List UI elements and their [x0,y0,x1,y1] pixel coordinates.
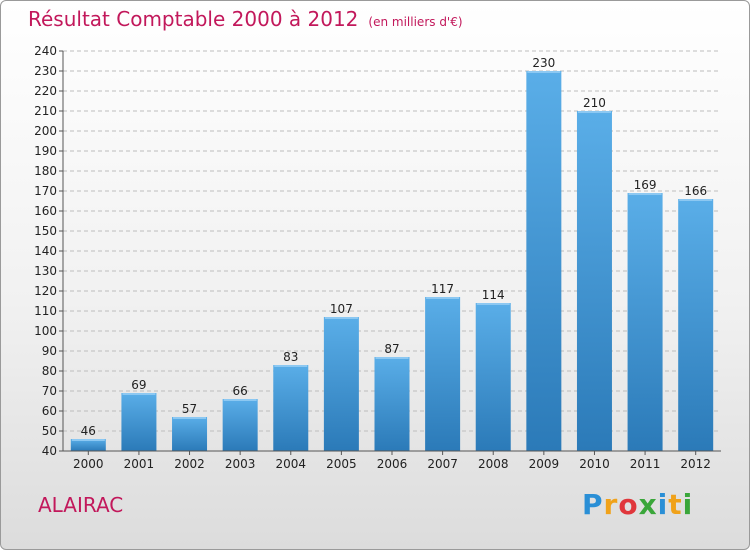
y-tick-label: 60 [42,404,57,418]
chart-title: Résultat Comptable 2000 à 2012 (en millie… [28,7,463,31]
bar [172,417,208,451]
x-tick-label: 2010 [579,457,610,471]
x-tick-label: 2012 [680,457,711,471]
data-label: 69 [131,378,146,392]
data-labels: 46 69 57 66 83 107 87 117 114 230 210 169 166 [81,56,707,438]
y-tick-label: 80 [42,364,57,378]
x-tick-label: 2001 [124,457,155,471]
bar [678,199,714,451]
bar [70,439,106,451]
y-tick-label: 210 [34,104,57,118]
y-tick-label: 70 [42,384,57,398]
y-tick-label: 110 [34,304,57,318]
y-tick-label: 50 [42,424,57,438]
data-label: 114 [482,288,505,302]
data-label: 57 [182,402,197,416]
x-tick-label: 2004 [275,457,306,471]
logo-letter: t [668,488,683,521]
y-tick-label: 230 [34,64,57,78]
data-label: 87 [384,342,399,356]
bar [425,297,461,451]
x-tick-label: 2002 [174,457,205,471]
x-tick-label: 2008 [478,457,509,471]
bar [475,303,511,451]
data-label: 210 [583,96,606,110]
y-tick-label: 40 [42,444,57,458]
data-label: 230 [532,56,555,70]
y-tick-label: 190 [34,144,57,158]
logo-letter: x [638,488,658,521]
x-tick-label: 2009 [529,457,560,471]
y-tick-label: 150 [34,224,57,238]
y-tick-label: 240 [34,44,57,58]
bar [374,357,410,451]
x-tick-label: 2011 [630,457,661,471]
logo-letter: P [582,488,604,521]
data-label: 169 [634,178,657,192]
y-tick-label: 170 [34,184,57,198]
proxiti-logo: Proxiti [582,488,693,521]
data-label: 117 [431,282,454,296]
logo-letter: o [618,488,639,521]
logo-letter: i [682,488,694,521]
chart-unit: (en milliers d'€) [368,15,463,29]
x-tick-label: 2003 [225,457,256,471]
y-tick-label: 140 [34,244,57,258]
bar [627,193,663,451]
data-label: 66 [233,384,248,398]
y-tick-label: 120 [34,284,57,298]
chart-title-text: Résultat Comptable 2000 à 2012 [28,7,359,31]
y-tick-label: 200 [34,124,57,138]
y-tick-label: 130 [34,264,57,278]
data-label: 83 [283,350,298,364]
y-tick-label: 90 [42,344,57,358]
data-label: 166 [684,184,707,198]
y-axis-ticks: 40 50 60 70 80 90 100 110 120 130 140 150 160 170 180 1… [34,44,63,458]
data-label: 107 [330,302,353,316]
x-tick-label: 2005 [326,457,357,471]
y-tick-label: 220 [34,84,57,98]
bars [70,71,714,451]
x-tick-label: 2007 [427,457,458,471]
y-tick-label: 160 [34,204,57,218]
y-tick-label: 100 [34,324,57,338]
y-tick-label: 180 [34,164,57,178]
x-tick-label: 2006 [377,457,408,471]
data-label: 46 [81,424,96,438]
bar [576,111,612,451]
x-axis-ticks: 2000 2001 2002 2003 2004 2005 2006 2007 2008 2009… [73,451,711,471]
logo-letter: i [657,488,669,521]
bar [222,399,258,451]
commune-name: ALAIRAC [38,493,124,517]
bar [121,393,157,451]
bar [273,365,309,451]
bar [526,71,562,451]
logo-letter: r [603,488,619,521]
x-tick-label: 2000 [73,457,104,471]
bar [323,317,359,451]
